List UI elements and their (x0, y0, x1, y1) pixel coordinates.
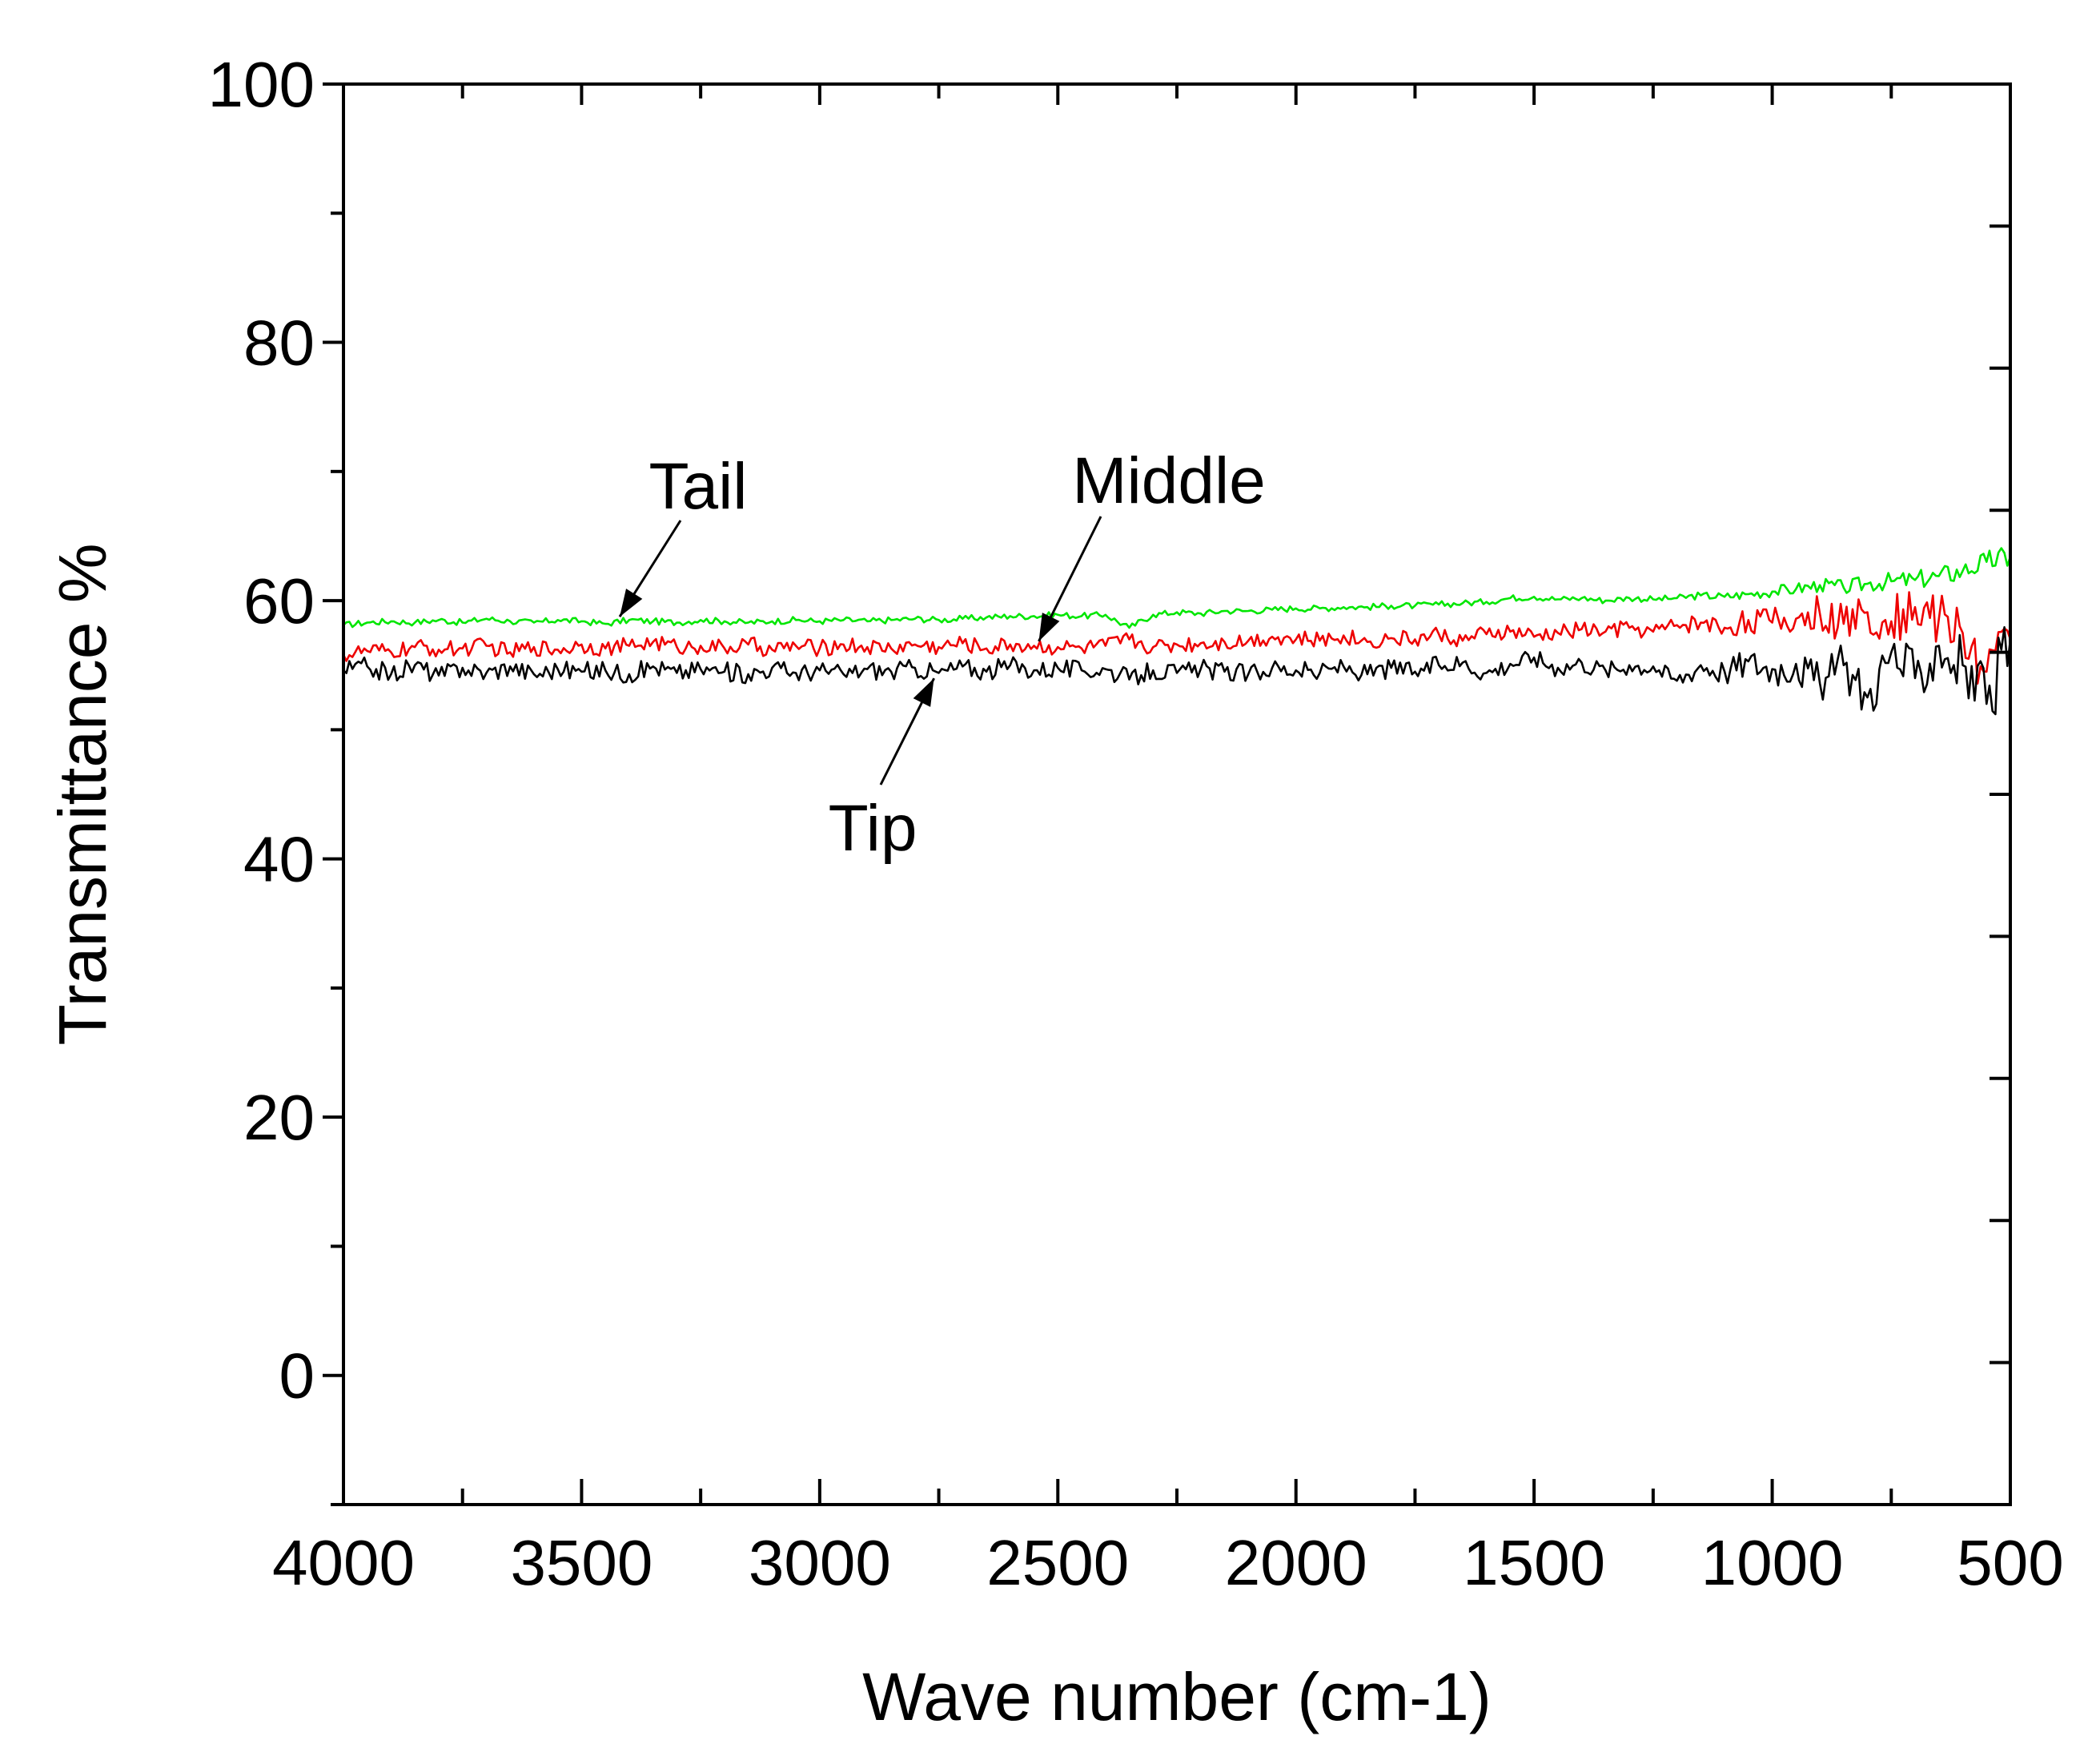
ticks-layer (323, 82, 2012, 1506)
series-line-middle (342, 591, 2012, 685)
y-tick-label: 60 (243, 565, 315, 637)
x-tick-label: 500 (1957, 1527, 2063, 1598)
y-axis-title: Transmittance % (45, 543, 120, 1045)
x-tick-label: 4000 (272, 1527, 415, 1598)
annotation-label-tip: Tip (829, 792, 917, 865)
annotation-arrowhead-middle (1038, 613, 1060, 641)
series-line-tail (343, 547, 2012, 629)
x-tick-label: 1000 (1701, 1527, 1844, 1598)
annotation-label-tail: Tail (648, 450, 747, 523)
series-line-tip (343, 626, 2012, 716)
x-tick-label: 1500 (1463, 1527, 1605, 1598)
y-tick-label: 80 (243, 307, 315, 379)
y-tick-label: 100 (208, 49, 315, 120)
x-tick-label: 3000 (749, 1527, 891, 1598)
y-tick-label: 40 (243, 824, 315, 895)
x-tick-label: 2000 (1225, 1527, 1367, 1598)
x-tick-label: 2500 (986, 1527, 1129, 1598)
annotation-layer: Tail Middle Tip (618, 444, 1266, 865)
annotation-label-middle: Middle (1072, 444, 1266, 517)
y-tick-label: 0 (279, 1340, 315, 1412)
x-axis-title: Wave number (cm-1) (862, 1659, 1492, 1734)
annotation-arrowhead-tip (913, 678, 934, 707)
plot-frame (342, 82, 2012, 1506)
labels-layer: 4000 3500 3000 2500 2000 1500 1000 500 0 20 40 60 80… (208, 49, 2064, 1598)
y-tick-label: 20 (243, 1082, 315, 1153)
series-layer (342, 547, 2012, 716)
annotation-arrowhead-tail (620, 589, 643, 617)
x-tick-label: 3500 (510, 1527, 652, 1598)
